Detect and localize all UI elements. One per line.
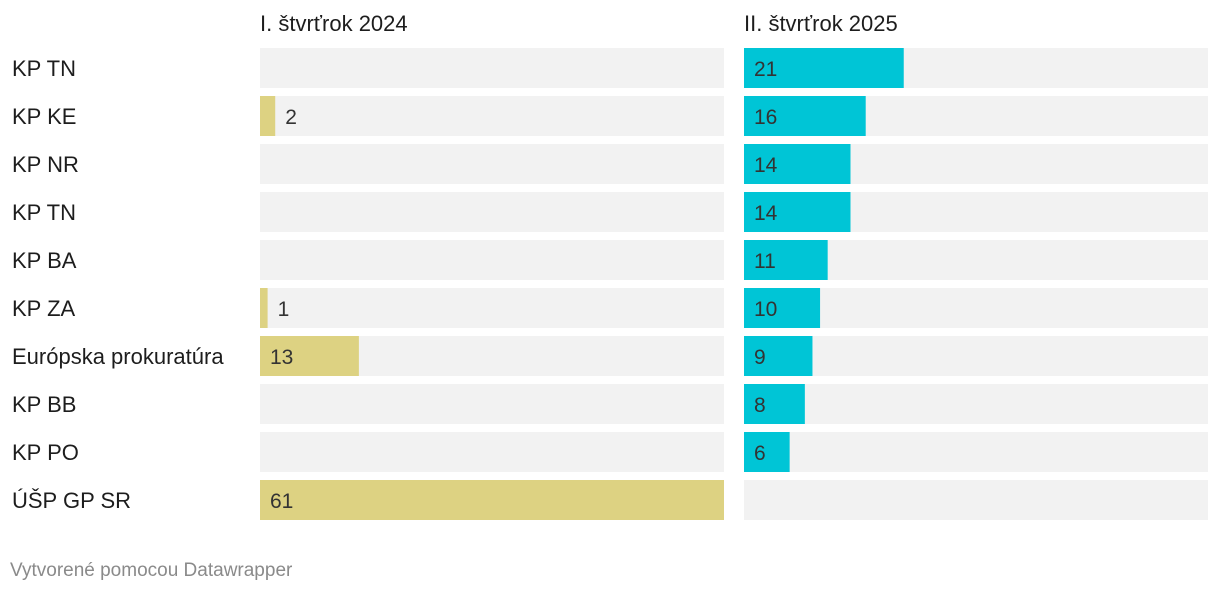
bar [260, 288, 268, 328]
row-label: KP ZA [12, 296, 76, 321]
bar [744, 192, 851, 232]
bar-track [260, 192, 724, 232]
bar-track [260, 384, 724, 424]
column-title-1: I. štvrťrok 2024 [260, 11, 408, 36]
bar [744, 144, 851, 184]
value-label: 14 [754, 154, 778, 177]
row-label: KP BA [12, 248, 77, 273]
value-label: 6 [754, 442, 766, 465]
footer-credit: Vytvorené pomocou Datawrapper [10, 560, 293, 581]
value-label: 10 [754, 298, 777, 321]
value-label: 21 [754, 58, 777, 81]
value-label: 61 [270, 490, 293, 513]
value-label: 1 [278, 298, 290, 321]
bar [744, 288, 821, 328]
bar [744, 336, 813, 376]
bar-track [744, 384, 1208, 424]
row-label: KP KE [12, 104, 76, 129]
row-label: Európska prokuratúra [12, 344, 224, 369]
value-label: 16 [754, 106, 777, 129]
column-title-2: II. štvrťrok 2025 [744, 11, 898, 36]
bar [260, 336, 359, 376]
value-label: 9 [754, 346, 766, 369]
bar-track [744, 480, 1208, 520]
row-label: KP NR [12, 152, 79, 177]
bar [744, 48, 904, 88]
bar [744, 384, 805, 424]
bar [260, 96, 276, 136]
bar [744, 96, 866, 136]
value-label: 13 [270, 346, 293, 369]
row-label: KP TN [12, 56, 76, 81]
value-label: 2 [285, 106, 297, 129]
bar-track [744, 336, 1208, 376]
bar-track [260, 48, 724, 88]
bar [260, 480, 724, 520]
bar-track [260, 432, 724, 472]
row-label: KP BB [12, 392, 76, 417]
bar-track [744, 288, 1208, 328]
value-label: 11 [754, 250, 776, 273]
row-label: ÚŠP GP SR [12, 488, 131, 513]
value-label: 8 [754, 394, 766, 417]
bar-track [260, 288, 724, 328]
row-label: KP TN [12, 200, 76, 225]
bar-track [260, 240, 724, 280]
bar [744, 240, 828, 280]
bar-track [260, 96, 724, 136]
bar-track [260, 144, 724, 184]
row-label: KP PO [12, 440, 79, 465]
value-label: 14 [754, 202, 778, 225]
bar-track [744, 432, 1208, 472]
bar [744, 432, 790, 472]
